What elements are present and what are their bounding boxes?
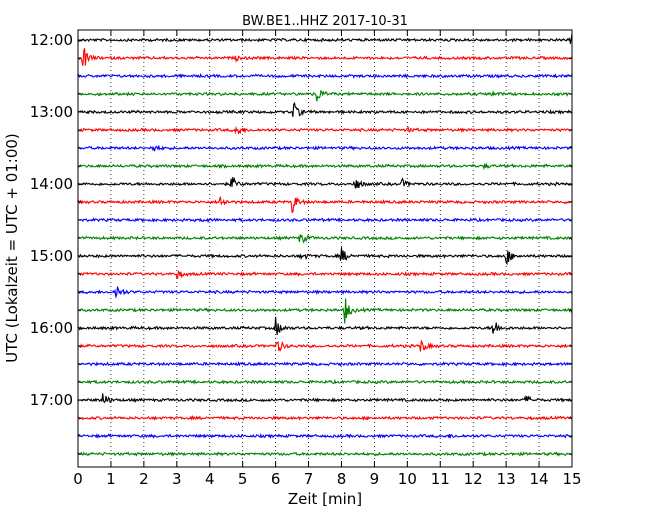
x-tick-label: 5 xyxy=(238,470,248,488)
y-tick-label: 13:00 xyxy=(30,103,73,121)
traces xyxy=(77,33,573,457)
x-tick-label: 6 xyxy=(271,470,281,488)
x-tick-label: 13 xyxy=(497,470,516,488)
x-tick-label: 1 xyxy=(106,470,116,488)
x-tick-label: 9 xyxy=(370,470,380,488)
trace-line xyxy=(77,125,573,135)
trace-line xyxy=(77,234,573,244)
trace-line xyxy=(77,298,573,324)
x-tick-label: 10 xyxy=(398,470,417,488)
x-tick-label: 15 xyxy=(562,470,581,488)
y-axis-label: UTC (Lokalzeit = UTC + 01:00) xyxy=(3,133,21,363)
axis-ticks: 0 1 2 3 4 5 6 7 8 9 10 11 12 13 14 1512:0013:0014:0015:… xyxy=(30,30,582,488)
trace-line xyxy=(77,162,573,171)
trace-line xyxy=(77,432,573,439)
trace-line xyxy=(77,89,573,102)
x-tick-label: 4 xyxy=(205,470,215,488)
trace-line xyxy=(77,101,573,117)
grid-lines xyxy=(110,30,540,467)
trace-line xyxy=(77,340,573,352)
trace-line xyxy=(78,316,573,336)
trace-line xyxy=(77,270,573,280)
trace-line xyxy=(77,361,573,367)
x-tick-label: 3 xyxy=(172,470,182,488)
y-tick-label: 14:00 xyxy=(30,175,73,193)
x-tick-label: 2 xyxy=(139,470,149,488)
trace-line xyxy=(77,378,573,385)
chart-title: BW.BE1..HHZ 2017-10-31 xyxy=(242,14,408,29)
x-tick-label: 11 xyxy=(431,470,450,488)
trace-line xyxy=(77,414,573,421)
plot-frame xyxy=(77,29,573,468)
trace-line xyxy=(77,72,573,79)
y-tick-label: 12:00 xyxy=(30,31,73,49)
x-tick-label: 14 xyxy=(530,470,549,488)
x-tick-label: 12 xyxy=(464,470,483,488)
y-tick-label: 17:00 xyxy=(30,391,73,409)
trace-line xyxy=(77,286,573,299)
trace-line xyxy=(77,247,573,266)
trace-line xyxy=(77,216,573,224)
trace-line xyxy=(77,451,573,457)
trace-line xyxy=(77,48,573,66)
x-tick-label: 8 xyxy=(337,470,347,488)
trace-line xyxy=(77,393,573,404)
trace-line xyxy=(77,145,573,152)
y-tick-label: 16:00 xyxy=(30,319,73,337)
trace-line xyxy=(77,196,573,214)
trace-line xyxy=(77,176,573,189)
x-tick-label: 0 xyxy=(73,470,83,488)
x-axis-label: Zeit [min] xyxy=(288,490,362,508)
y-tick-label: 15:00 xyxy=(30,247,73,265)
x-tick-label: 7 xyxy=(304,470,314,488)
trace-line xyxy=(77,33,573,44)
